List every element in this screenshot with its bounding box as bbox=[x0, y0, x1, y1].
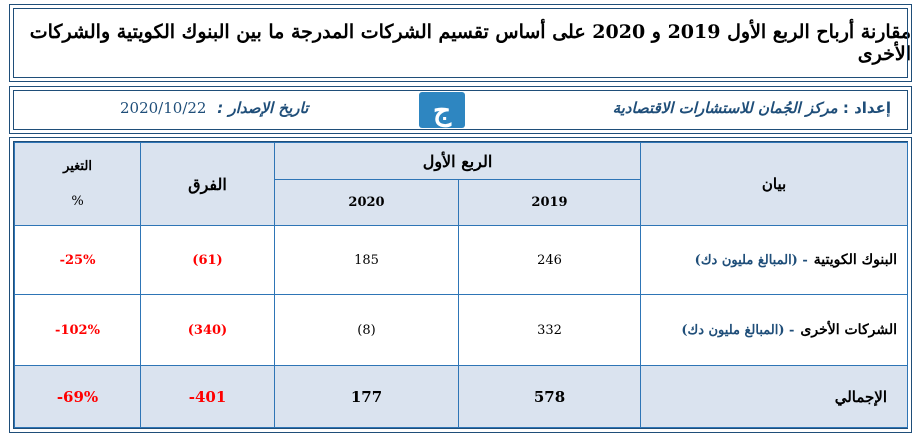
table-cell-difference: (61) bbox=[140, 225, 275, 295]
total-2020: 177 bbox=[274, 365, 459, 428]
row-note: - (المبالغ مليون دك) bbox=[694, 252, 808, 268]
total-change: -69% bbox=[14, 365, 141, 428]
total-2019: 578 bbox=[458, 365, 641, 428]
table-row-label-cell: الشركات الأخرى - (المبالغ مليون دك) bbox=[640, 294, 908, 366]
logo-icon: ج bbox=[419, 92, 465, 128]
table-cell-2020: (8) bbox=[274, 294, 459, 366]
report-info-bar: إعداد : مركز الجُمان للاستشارات الاقتصاد… bbox=[9, 86, 912, 134]
table-cell-change: -25% bbox=[14, 225, 141, 295]
issue-date: 2020/10/22 bbox=[120, 99, 207, 117]
logo-glyph: ج bbox=[432, 93, 452, 127]
row-note: - (المبالغ مليون دك) bbox=[681, 322, 795, 338]
header-year-2019: 2019 bbox=[458, 179, 641, 226]
prepared-by-name: مركز الجُمان للاستشارات الاقتصادية bbox=[612, 99, 838, 117]
report-title: مقارنة أرباح الربع الأول 2019 و 2020 على… bbox=[29, 21, 911, 65]
table-cell-2020: 185 bbox=[274, 225, 459, 295]
header-change: التغير % bbox=[14, 142, 141, 226]
header-change-unit: % bbox=[71, 194, 84, 209]
table-cell-change: -102% bbox=[14, 294, 141, 366]
header-year-2020: 2020 bbox=[274, 179, 459, 226]
table-cell-difference: (340) bbox=[140, 294, 275, 366]
row-label: الشركات الأخرى bbox=[800, 322, 897, 338]
row-label: البنوك الكويتية bbox=[813, 252, 897, 268]
prepared-label: إعداد : bbox=[842, 99, 891, 117]
profits-table: بيان الربع الأول 2019 2020 الفرق التغير … bbox=[9, 137, 912, 433]
table-row-label-cell: البنوك الكويتية - (المبالغ مليون دك) bbox=[640, 225, 908, 295]
header-difference: الفرق bbox=[140, 142, 275, 226]
header-statement: بيان bbox=[640, 142, 908, 226]
header-quarter: الربع الأول bbox=[274, 142, 641, 180]
prepared-by: إعداد : مركز الجُمان للاستشارات الاقتصاد… bbox=[613, 99, 891, 117]
issue-label: تاريخ الإصدار : bbox=[217, 99, 309, 117]
table-cell-2019: 332 bbox=[458, 294, 641, 366]
total-difference: -401 bbox=[140, 365, 275, 428]
issue-date-block: تاريخ الإصدار : 2020/10/22 bbox=[120, 99, 308, 117]
total-label: الإجمالي bbox=[640, 365, 908, 428]
table-cell-2019: 246 bbox=[458, 225, 641, 295]
report-title-box: مقارنة أرباح الربع الأول 2019 و 2020 على… bbox=[9, 4, 912, 82]
header-change-label: التغير bbox=[63, 159, 92, 174]
